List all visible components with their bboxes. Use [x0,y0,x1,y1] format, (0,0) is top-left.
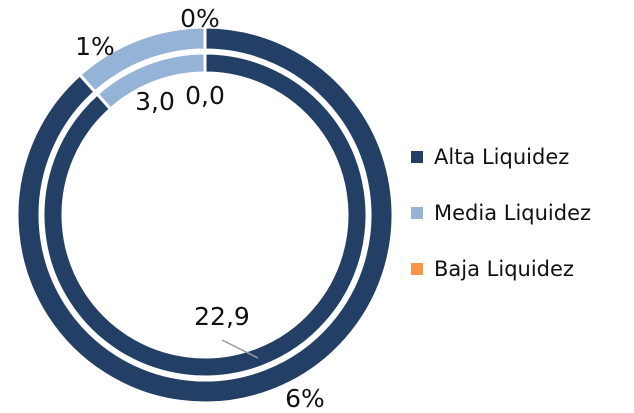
doughnut-slice [95,51,207,112]
data-label: 0% [180,4,220,33]
legend-swatch [411,151,423,163]
data-label: 22,9 [194,302,250,331]
legend-label: Alta Liquidez [434,145,569,169]
data-label: 3,0 [135,87,175,116]
doughnut-slice [15,25,395,405]
legend-label: Media Liquidez [434,201,591,225]
legend-swatch [411,207,423,219]
leader-line [221,339,259,359]
legend-swatch [411,263,423,275]
data-label: 0,0 [185,81,225,110]
legend-label: Baja Liquidez [434,257,574,281]
doughnut-slice [77,25,207,95]
data-label: 6% [285,384,325,413]
data-label: 1% [75,32,115,61]
doughnut-slice [41,51,369,379]
